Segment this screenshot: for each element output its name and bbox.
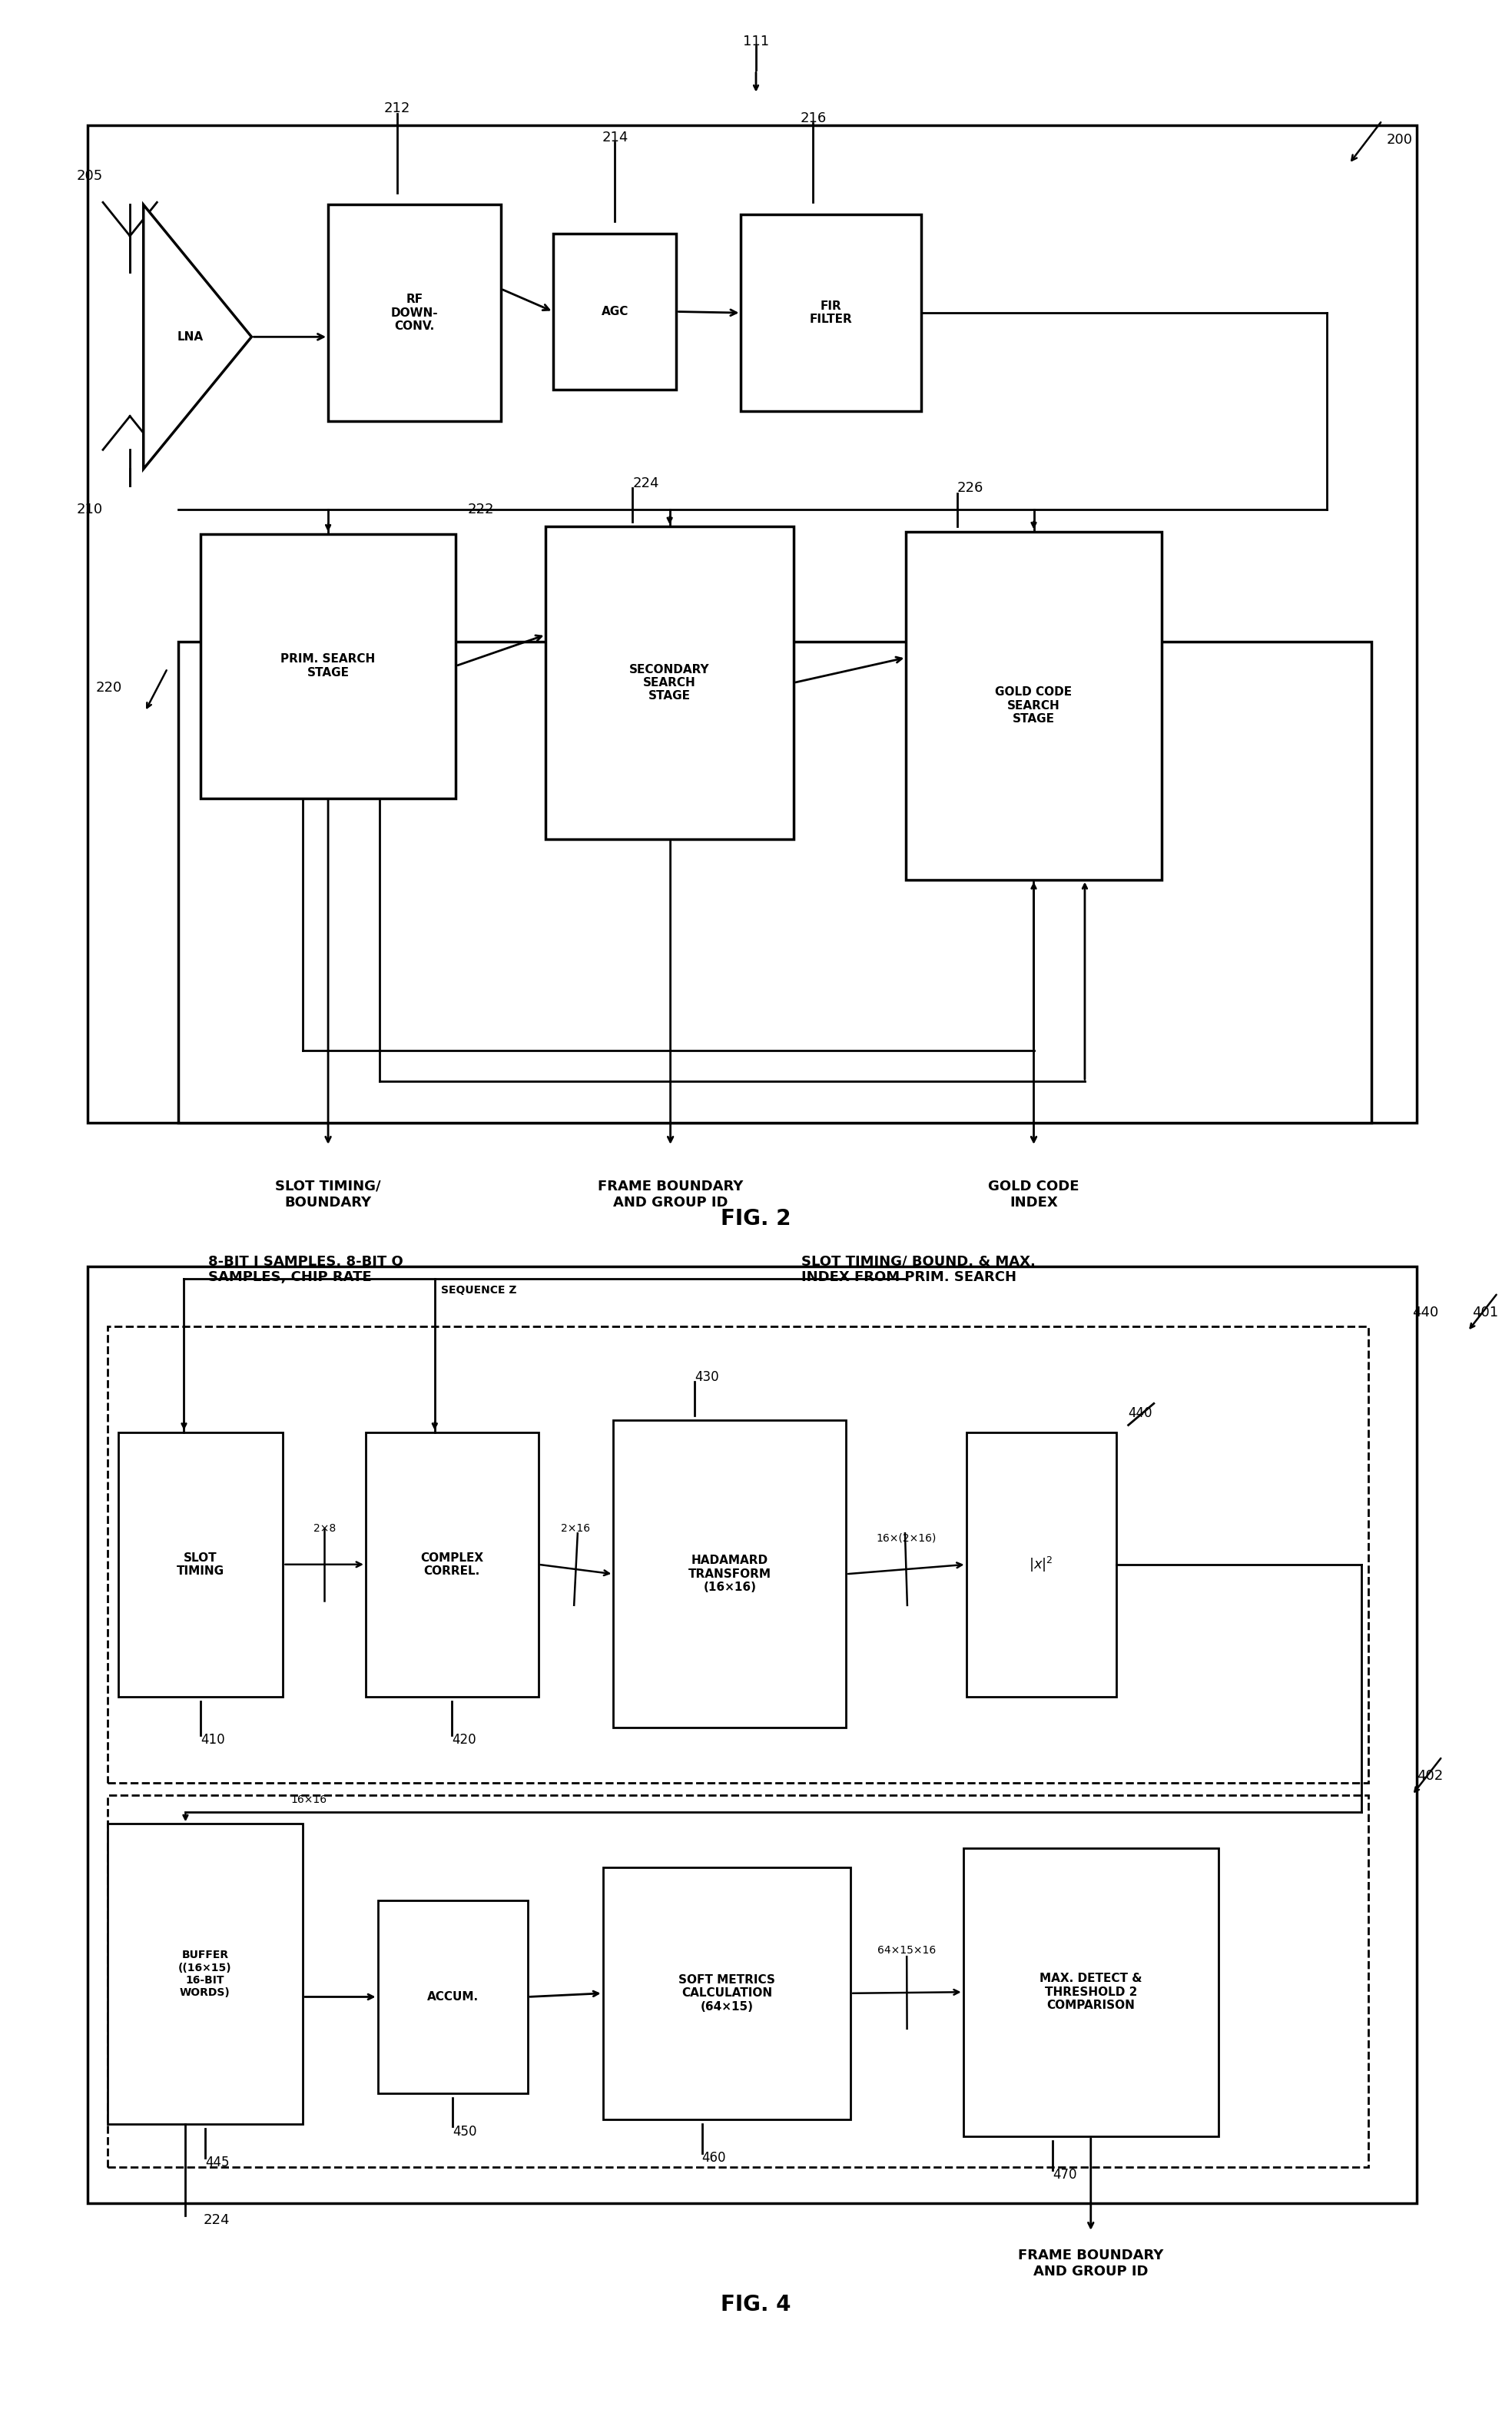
- Text: SECONDARY
SEARCH
STAGE: SECONDARY SEARCH STAGE: [629, 664, 709, 702]
- Text: 226: 226: [957, 480, 984, 495]
- FancyBboxPatch shape: [614, 1421, 847, 1728]
- Text: FRAME BOUNDARY
AND GROUP ID: FRAME BOUNDARY AND GROUP ID: [597, 1180, 744, 1209]
- FancyBboxPatch shape: [963, 1848, 1219, 2136]
- Text: 445: 445: [206, 2155, 230, 2169]
- FancyBboxPatch shape: [88, 125, 1417, 1122]
- Text: 64×15×16: 64×15×16: [877, 1945, 936, 1955]
- Text: 216: 216: [800, 111, 826, 125]
- Text: SLOT TIMING/ BOUND. & MAX.
INDEX FROM PRIM. SEARCH: SLOT TIMING/ BOUND. & MAX. INDEX FROM PR…: [801, 1255, 1036, 1284]
- FancyBboxPatch shape: [88, 1267, 1417, 2203]
- Text: FIR
FILTER: FIR FILTER: [809, 299, 853, 326]
- Text: 224: 224: [632, 475, 659, 490]
- FancyBboxPatch shape: [741, 215, 921, 410]
- Text: RF
DOWN-
CONV.: RF DOWN- CONV.: [390, 294, 438, 333]
- Text: 402: 402: [1417, 1769, 1442, 1783]
- FancyBboxPatch shape: [201, 533, 455, 799]
- Text: 420: 420: [452, 1733, 476, 1747]
- Text: FIG. 2: FIG. 2: [721, 1209, 791, 1228]
- Text: 401: 401: [1473, 1305, 1498, 1320]
- Text: 212: 212: [384, 101, 410, 116]
- Text: 2×8: 2×8: [313, 1523, 336, 1535]
- Text: SLOT
TIMING: SLOT TIMING: [177, 1552, 224, 1578]
- Polygon shape: [144, 205, 251, 468]
- Text: 16×16: 16×16: [290, 1795, 327, 1805]
- FancyBboxPatch shape: [966, 1433, 1116, 1696]
- Text: 2×16: 2×16: [561, 1523, 591, 1535]
- Text: 210: 210: [77, 502, 103, 516]
- Text: GOLD CODE
INDEX: GOLD CODE INDEX: [989, 1180, 1080, 1209]
- Text: ACCUM.: ACCUM.: [426, 1991, 478, 2003]
- Text: 16×(2×16): 16×(2×16): [875, 1532, 936, 1544]
- Text: 111: 111: [742, 34, 770, 48]
- Text: 222: 222: [467, 502, 494, 516]
- FancyBboxPatch shape: [603, 1868, 851, 2119]
- Text: FRAME BOUNDARY
AND GROUP ID: FRAME BOUNDARY AND GROUP ID: [1018, 2249, 1164, 2278]
- Text: 440: 440: [1128, 1407, 1152, 1421]
- Text: COMPLEX
CORREL.: COMPLEX CORREL.: [420, 1552, 484, 1578]
- FancyBboxPatch shape: [378, 1901, 528, 2092]
- FancyBboxPatch shape: [546, 526, 794, 840]
- Text: SLOT TIMING/
BOUNDARY: SLOT TIMING/ BOUNDARY: [275, 1180, 381, 1209]
- Text: BUFFER
((16×15)
16-BIT
WORDS): BUFFER ((16×15) 16-BIT WORDS): [178, 1950, 231, 1998]
- Text: 460: 460: [702, 2150, 726, 2164]
- Text: 200: 200: [1387, 133, 1412, 147]
- Text: 410: 410: [201, 1733, 225, 1747]
- Text: MAX. DETECT &
THRESHOLD 2
COMPARISON: MAX. DETECT & THRESHOLD 2 COMPARISON: [1040, 1974, 1142, 2010]
- Text: 450: 450: [452, 2123, 476, 2138]
- FancyBboxPatch shape: [328, 205, 500, 420]
- Text: GOLD CODE
SEARCH
STAGE: GOLD CODE SEARCH STAGE: [995, 685, 1072, 724]
- Text: 440: 440: [1412, 1305, 1438, 1320]
- Text: $|x|^2$: $|x|^2$: [1030, 1556, 1054, 1573]
- FancyBboxPatch shape: [553, 234, 676, 391]
- Text: 470: 470: [1052, 2167, 1077, 2181]
- Text: 220: 220: [97, 680, 122, 695]
- Text: 205: 205: [77, 169, 103, 183]
- Text: LNA: LNA: [177, 331, 203, 343]
- Text: PRIM. SEARCH
STAGE: PRIM. SEARCH STAGE: [281, 654, 375, 678]
- Text: HADAMARD
TRANSFORM
(16×16): HADAMARD TRANSFORM (16×16): [688, 1554, 771, 1593]
- FancyBboxPatch shape: [107, 1824, 302, 2123]
- FancyBboxPatch shape: [118, 1433, 283, 1696]
- FancyBboxPatch shape: [366, 1433, 538, 1696]
- Text: SEQUENCE Z: SEQUENCE Z: [440, 1286, 517, 1296]
- Text: 224: 224: [204, 2213, 230, 2227]
- Text: FIG. 4: FIG. 4: [721, 2295, 791, 2314]
- Text: 8-BIT I SAMPLES, 8-BIT Q
SAMPLES, CHIP RATE: 8-BIT I SAMPLES, 8-BIT Q SAMPLES, CHIP R…: [209, 1255, 404, 1284]
- Text: AGC: AGC: [602, 306, 629, 319]
- FancyBboxPatch shape: [906, 531, 1161, 881]
- Text: SOFT METRICS
CALCULATION
(64×15): SOFT METRICS CALCULATION (64×15): [679, 1974, 776, 2012]
- Text: 430: 430: [696, 1371, 720, 1385]
- Text: 214: 214: [602, 130, 627, 145]
- FancyBboxPatch shape: [178, 642, 1371, 1122]
